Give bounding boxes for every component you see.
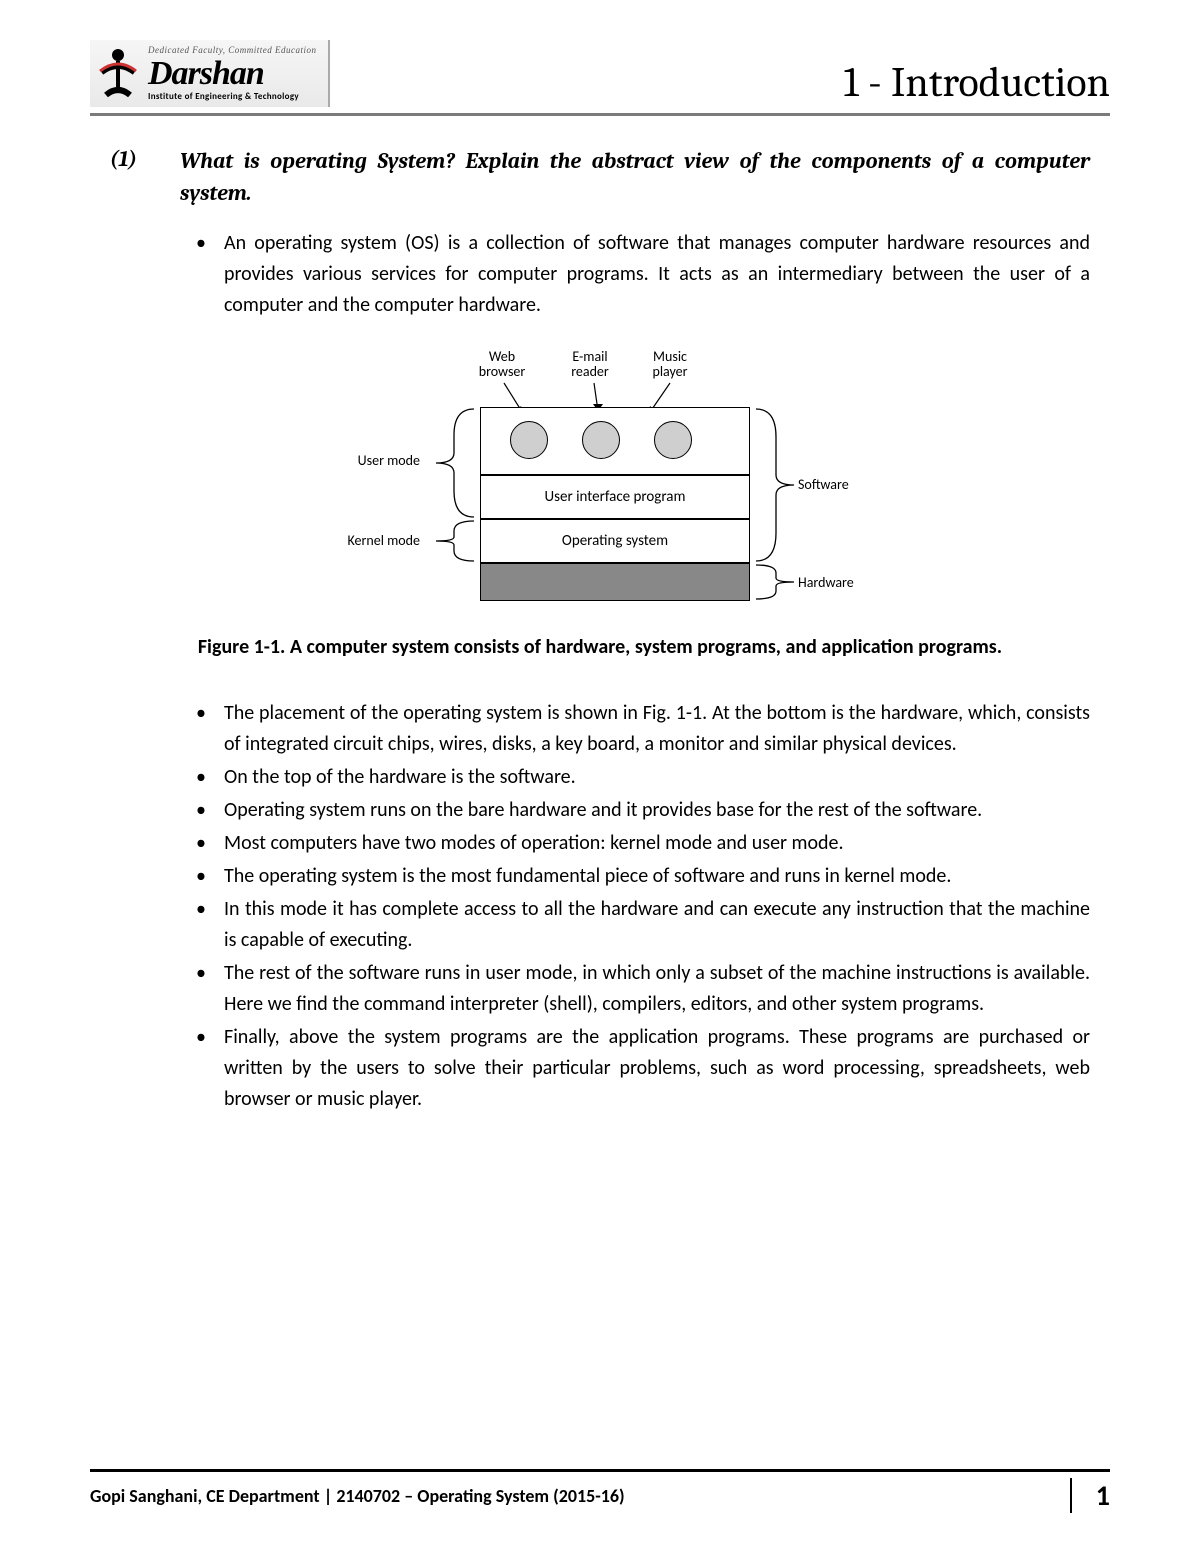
user-mode-label: User mode: [330, 453, 420, 468]
app-circle: [510, 421, 548, 459]
question-number: (1): [110, 146, 152, 210]
intro-bullets: An operating system (OS) is a collection…: [188, 228, 1090, 321]
list-item: Operating system runs on the bare hardwa…: [188, 795, 1090, 826]
logo: Dedicated Faculty, Committed Education D…: [90, 40, 330, 107]
app-label: E-mail reader: [560, 349, 620, 380]
list-item: Finally, above the system programs are t…: [188, 1022, 1090, 1115]
list-item: The operating system is the most fundame…: [188, 861, 1090, 892]
page-footer: Gopi Sanghani, CE Department | 2140702 –…: [90, 1469, 1110, 1513]
question-block: (1) What is operating System? Explain th…: [110, 146, 1090, 1115]
app-label: Music player: [640, 349, 700, 380]
system-diagram: Web browser E-mail reader Music player U…: [320, 349, 880, 614]
app-circle: [654, 421, 692, 459]
ui-row: User interface program: [480, 475, 750, 519]
list-item: On the top of the hardware is the softwa…: [188, 762, 1090, 793]
footer-text: Gopi Sanghani, CE Department | 2140702 –…: [90, 1485, 625, 1507]
figure: Web browser E-mail reader Music player U…: [110, 349, 1090, 662]
list-item: The placement of the operating system is…: [188, 698, 1090, 760]
os-row: Operating system: [480, 519, 750, 563]
logo-icon: [96, 47, 140, 101]
list-item: An operating system (OS) is a collection…: [188, 228, 1090, 321]
body-bullets: The placement of the operating system is…: [188, 698, 1090, 1115]
software-label: Software: [798, 477, 849, 492]
kernel-mode-label: Kernel mode: [320, 533, 420, 548]
app-circle: [582, 421, 620, 459]
ui-row-label: User interface program: [545, 488, 686, 506]
chapter-title: 1 - Introduction: [844, 58, 1111, 107]
os-row-label: Operating system: [562, 532, 668, 550]
logo-tagline: Dedicated Faculty, Committed Education: [148, 46, 316, 55]
logo-name: Darshan: [148, 57, 316, 91]
logo-subtitle: Institute of Engineering & Technology: [148, 92, 316, 101]
hardware-row: [480, 563, 750, 601]
page-header: Dedicated Faculty, Committed Education D…: [90, 40, 1110, 116]
list-item: The rest of the software runs in user mo…: [188, 958, 1090, 1020]
app-label: Web browser: [472, 349, 532, 380]
page-number: 1: [1070, 1478, 1110, 1513]
list-item: Most computers have two modes of operati…: [188, 828, 1090, 859]
figure-caption: Figure 1-1. A computer system consists o…: [110, 632, 1090, 662]
list-item: In this mode it has complete access to a…: [188, 894, 1090, 956]
hardware-label: Hardware: [798, 575, 854, 590]
question-text: What is operating System? Explain the ab…: [180, 146, 1090, 210]
